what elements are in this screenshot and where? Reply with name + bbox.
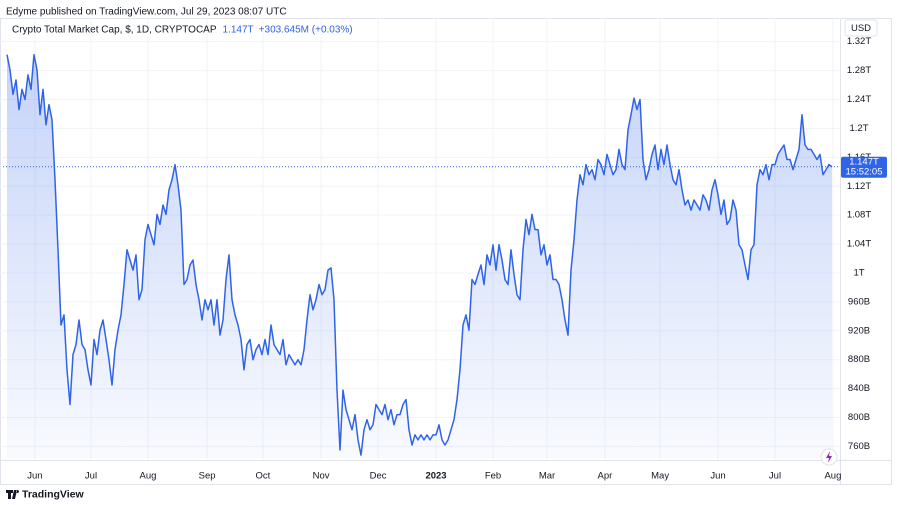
y-tick-label: 1.24T xyxy=(847,94,871,105)
y-tick-label: 1.12T xyxy=(847,181,871,192)
x-tick-label: Dec xyxy=(370,471,387,482)
x-tick-label: 2023 xyxy=(425,471,446,482)
y-tick-label: 880B xyxy=(848,354,870,365)
price-axis: 760B 800B 840B 880B 920B 960B 1T 1.04T 1.08T 1.12… xyxy=(847,36,871,452)
last-price-label: 1.147T xyxy=(849,157,879,168)
x-tick-label: Nov xyxy=(313,471,330,482)
x-tick-label: Mar xyxy=(539,471,555,482)
legend-title: Crypto Total Market Cap, $, 1D, CRYPTOCA… xyxy=(12,25,217,36)
x-tick-label: May xyxy=(651,471,669,482)
currency: USD xyxy=(851,23,871,34)
brand-logo xyxy=(6,490,20,499)
x-tick-label: Jul xyxy=(769,471,781,482)
countdown-label: 15:52:05 xyxy=(846,167,883,178)
chart-frame xyxy=(0,18,892,485)
y-tick-label: 1.04T xyxy=(847,239,871,250)
currency-box[interactable] xyxy=(844,19,878,37)
x-tick-label: Oct xyxy=(256,471,271,482)
y-tick-label: 1T xyxy=(853,267,864,278)
plot-area xyxy=(1,53,840,458)
x-tick-label: Aug xyxy=(140,471,157,482)
events-icon xyxy=(826,451,832,463)
area xyxy=(7,54,832,458)
y-tick-label: 920B xyxy=(848,325,870,336)
x-tick-label: Jun xyxy=(710,471,725,482)
y-tick-label: 840B xyxy=(848,383,870,394)
y-tick-label: 960B xyxy=(848,296,870,307)
line xyxy=(6,53,833,456)
y-tick-label: 1.2T xyxy=(849,123,868,134)
x-tick-label: Jun xyxy=(27,471,42,482)
y-tick-label: 1.28T xyxy=(847,65,871,76)
time-axis: Jun Jul Aug Sep Oct Nov Dec 2023 Feb Mar Apr May Jun… xyxy=(27,471,841,482)
last-price-box xyxy=(841,156,887,178)
brand-name: TradingView xyxy=(22,488,84,500)
y-tick-label: 800B xyxy=(848,412,870,423)
x-tick-label: Aug xyxy=(824,471,841,482)
y-tick-label: 1.32T xyxy=(847,36,871,47)
x-tick-label: Apr xyxy=(598,471,613,482)
legend-last-value: 1.147T xyxy=(223,25,254,36)
logo-mark xyxy=(6,490,20,499)
x-tick-label: Feb xyxy=(485,471,501,482)
legend-change: +303.645M (+0.03%) xyxy=(259,25,353,36)
x-tick-label: Jul xyxy=(85,471,97,482)
x-tick-label: Sep xyxy=(199,471,216,482)
y-tick-label: 1.08T xyxy=(847,210,871,221)
legend: Crypto Total Market Cap, $, 1D, CRYPTOCA… xyxy=(12,25,353,36)
published-note: Edyme published on TradingView.com, Jul … xyxy=(6,7,287,18)
y-tick-label: 760B xyxy=(848,441,870,452)
